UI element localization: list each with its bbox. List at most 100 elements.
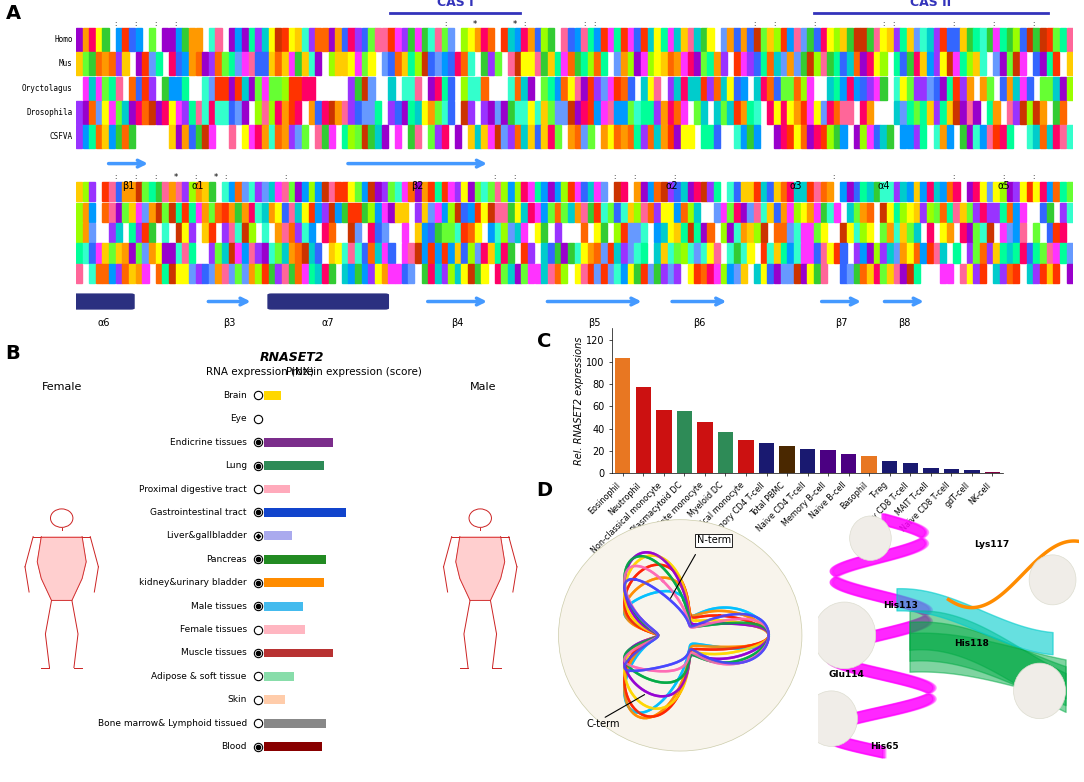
Bar [861,52,866,75]
Bar [740,203,747,221]
Bar [867,125,874,149]
Bar [262,125,268,149]
Bar [1040,264,1046,283]
Bar [854,28,860,51]
Bar [808,101,813,124]
Bar [528,243,534,263]
Bar [136,243,142,263]
Bar [309,203,314,221]
Text: :: : [892,21,894,27]
Bar [893,203,900,221]
Bar [940,243,946,263]
Bar [116,203,121,221]
Text: *: * [214,173,218,181]
Bar [647,52,654,75]
Bar [475,28,481,51]
Bar [335,243,341,263]
Bar [927,52,933,75]
Text: :: : [224,174,227,180]
Bar [122,101,129,124]
Bar [189,243,195,263]
Bar [933,101,940,124]
Bar [967,52,973,75]
Bar [967,243,973,263]
Bar [581,52,588,75]
Bar [821,223,827,242]
Bar [435,77,441,99]
Bar [914,125,919,149]
Bar [388,101,395,124]
Bar [288,101,295,124]
Bar [993,203,999,221]
Bar [242,101,248,124]
Bar [109,77,115,99]
Bar [348,101,354,124]
Bar [269,264,275,283]
Bar [103,182,108,201]
Bar [674,101,681,124]
Bar [362,28,367,51]
Bar [555,243,560,263]
Bar [661,28,667,51]
Bar [488,223,494,242]
Bar [681,223,687,242]
Bar [269,101,275,124]
Bar [95,101,102,124]
Bar [109,182,115,201]
Bar [854,243,860,263]
Bar [575,125,581,149]
Bar [708,77,713,99]
Bar [986,125,993,149]
Bar [103,77,108,99]
Text: :: : [583,21,585,27]
Bar [242,264,248,283]
Bar [382,243,388,263]
Bar [808,243,813,263]
Bar [435,264,441,283]
Bar [388,203,395,221]
Bar [621,28,628,51]
Bar [821,125,827,149]
Bar [103,264,108,283]
Bar [428,101,435,124]
Bar [594,28,601,51]
Bar [727,264,734,283]
Bar [761,243,766,263]
Text: :: : [134,21,137,27]
Ellipse shape [558,520,802,751]
Bar [621,203,628,221]
Bar [615,28,620,51]
Bar [448,243,454,263]
Bar [687,243,694,263]
Bar [109,101,115,124]
Bar [82,28,89,51]
Bar [555,125,560,149]
Text: His65: His65 [870,742,899,752]
Bar [521,101,528,124]
Bar [946,77,953,99]
Bar [328,52,335,75]
Bar [761,264,766,283]
Bar [973,223,980,242]
Bar [541,28,547,51]
Bar [309,264,314,283]
Bar [834,52,840,75]
Bar [341,243,348,263]
Bar [615,223,620,242]
Bar [914,223,919,242]
Bar [780,264,787,283]
Bar [887,125,893,149]
Bar [502,203,507,221]
Bar [547,52,554,75]
Bar [840,264,847,283]
Bar [348,28,354,51]
Bar [946,101,953,124]
Bar [901,28,906,51]
Bar [262,77,268,99]
Text: :: : [134,174,137,180]
Bar [182,125,189,149]
Bar [494,243,501,263]
Bar [1001,125,1006,149]
Bar [362,203,367,221]
Text: α7: α7 [322,318,335,328]
